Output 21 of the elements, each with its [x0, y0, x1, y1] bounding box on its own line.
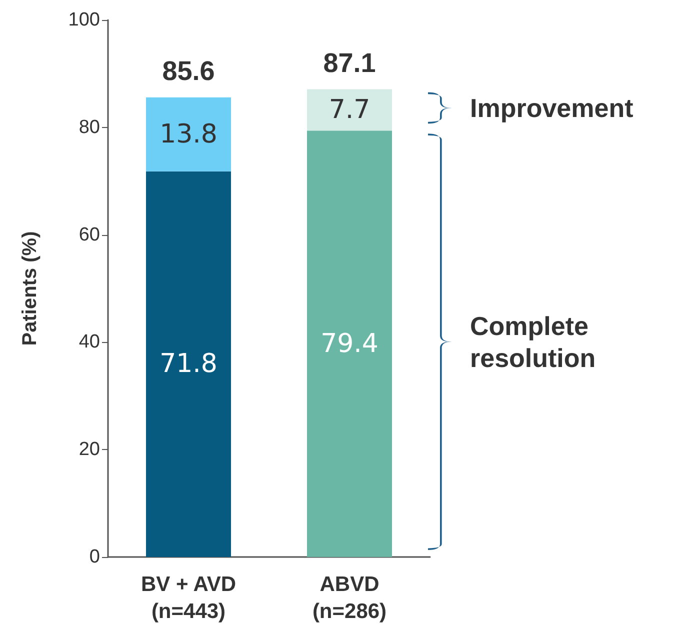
data-label: 79.4 [320, 328, 378, 359]
total-label: 87.1 [323, 48, 376, 80]
bar [307, 89, 392, 131]
bar [146, 97, 231, 172]
data-label: 7.7 [328, 94, 370, 125]
x-tick-label: ABVD (n=286) [312, 573, 387, 623]
y-tick-label: 20 [78, 439, 100, 460]
total-label: 85.6 [162, 56, 215, 88]
bar [307, 130, 392, 557]
y-tick-label: 0 [89, 546, 100, 568]
y-axis-title: Patients (%) [19, 231, 41, 346]
bar [146, 171, 231, 557]
text: Complete resolution [470, 310, 597, 374]
y-tick-label: 40 [78, 332, 100, 353]
data-label: 71.8 [160, 349, 218, 380]
y-tick-label: 100 [68, 10, 100, 30]
y-tick-label: 80 [78, 116, 100, 138]
data-label: 13.8 [160, 119, 218, 150]
x-tick-label: BV + AVD (n=443) [140, 573, 236, 623]
y-tick-label: 60 [78, 224, 100, 246]
text: Improvement [470, 92, 634, 124]
